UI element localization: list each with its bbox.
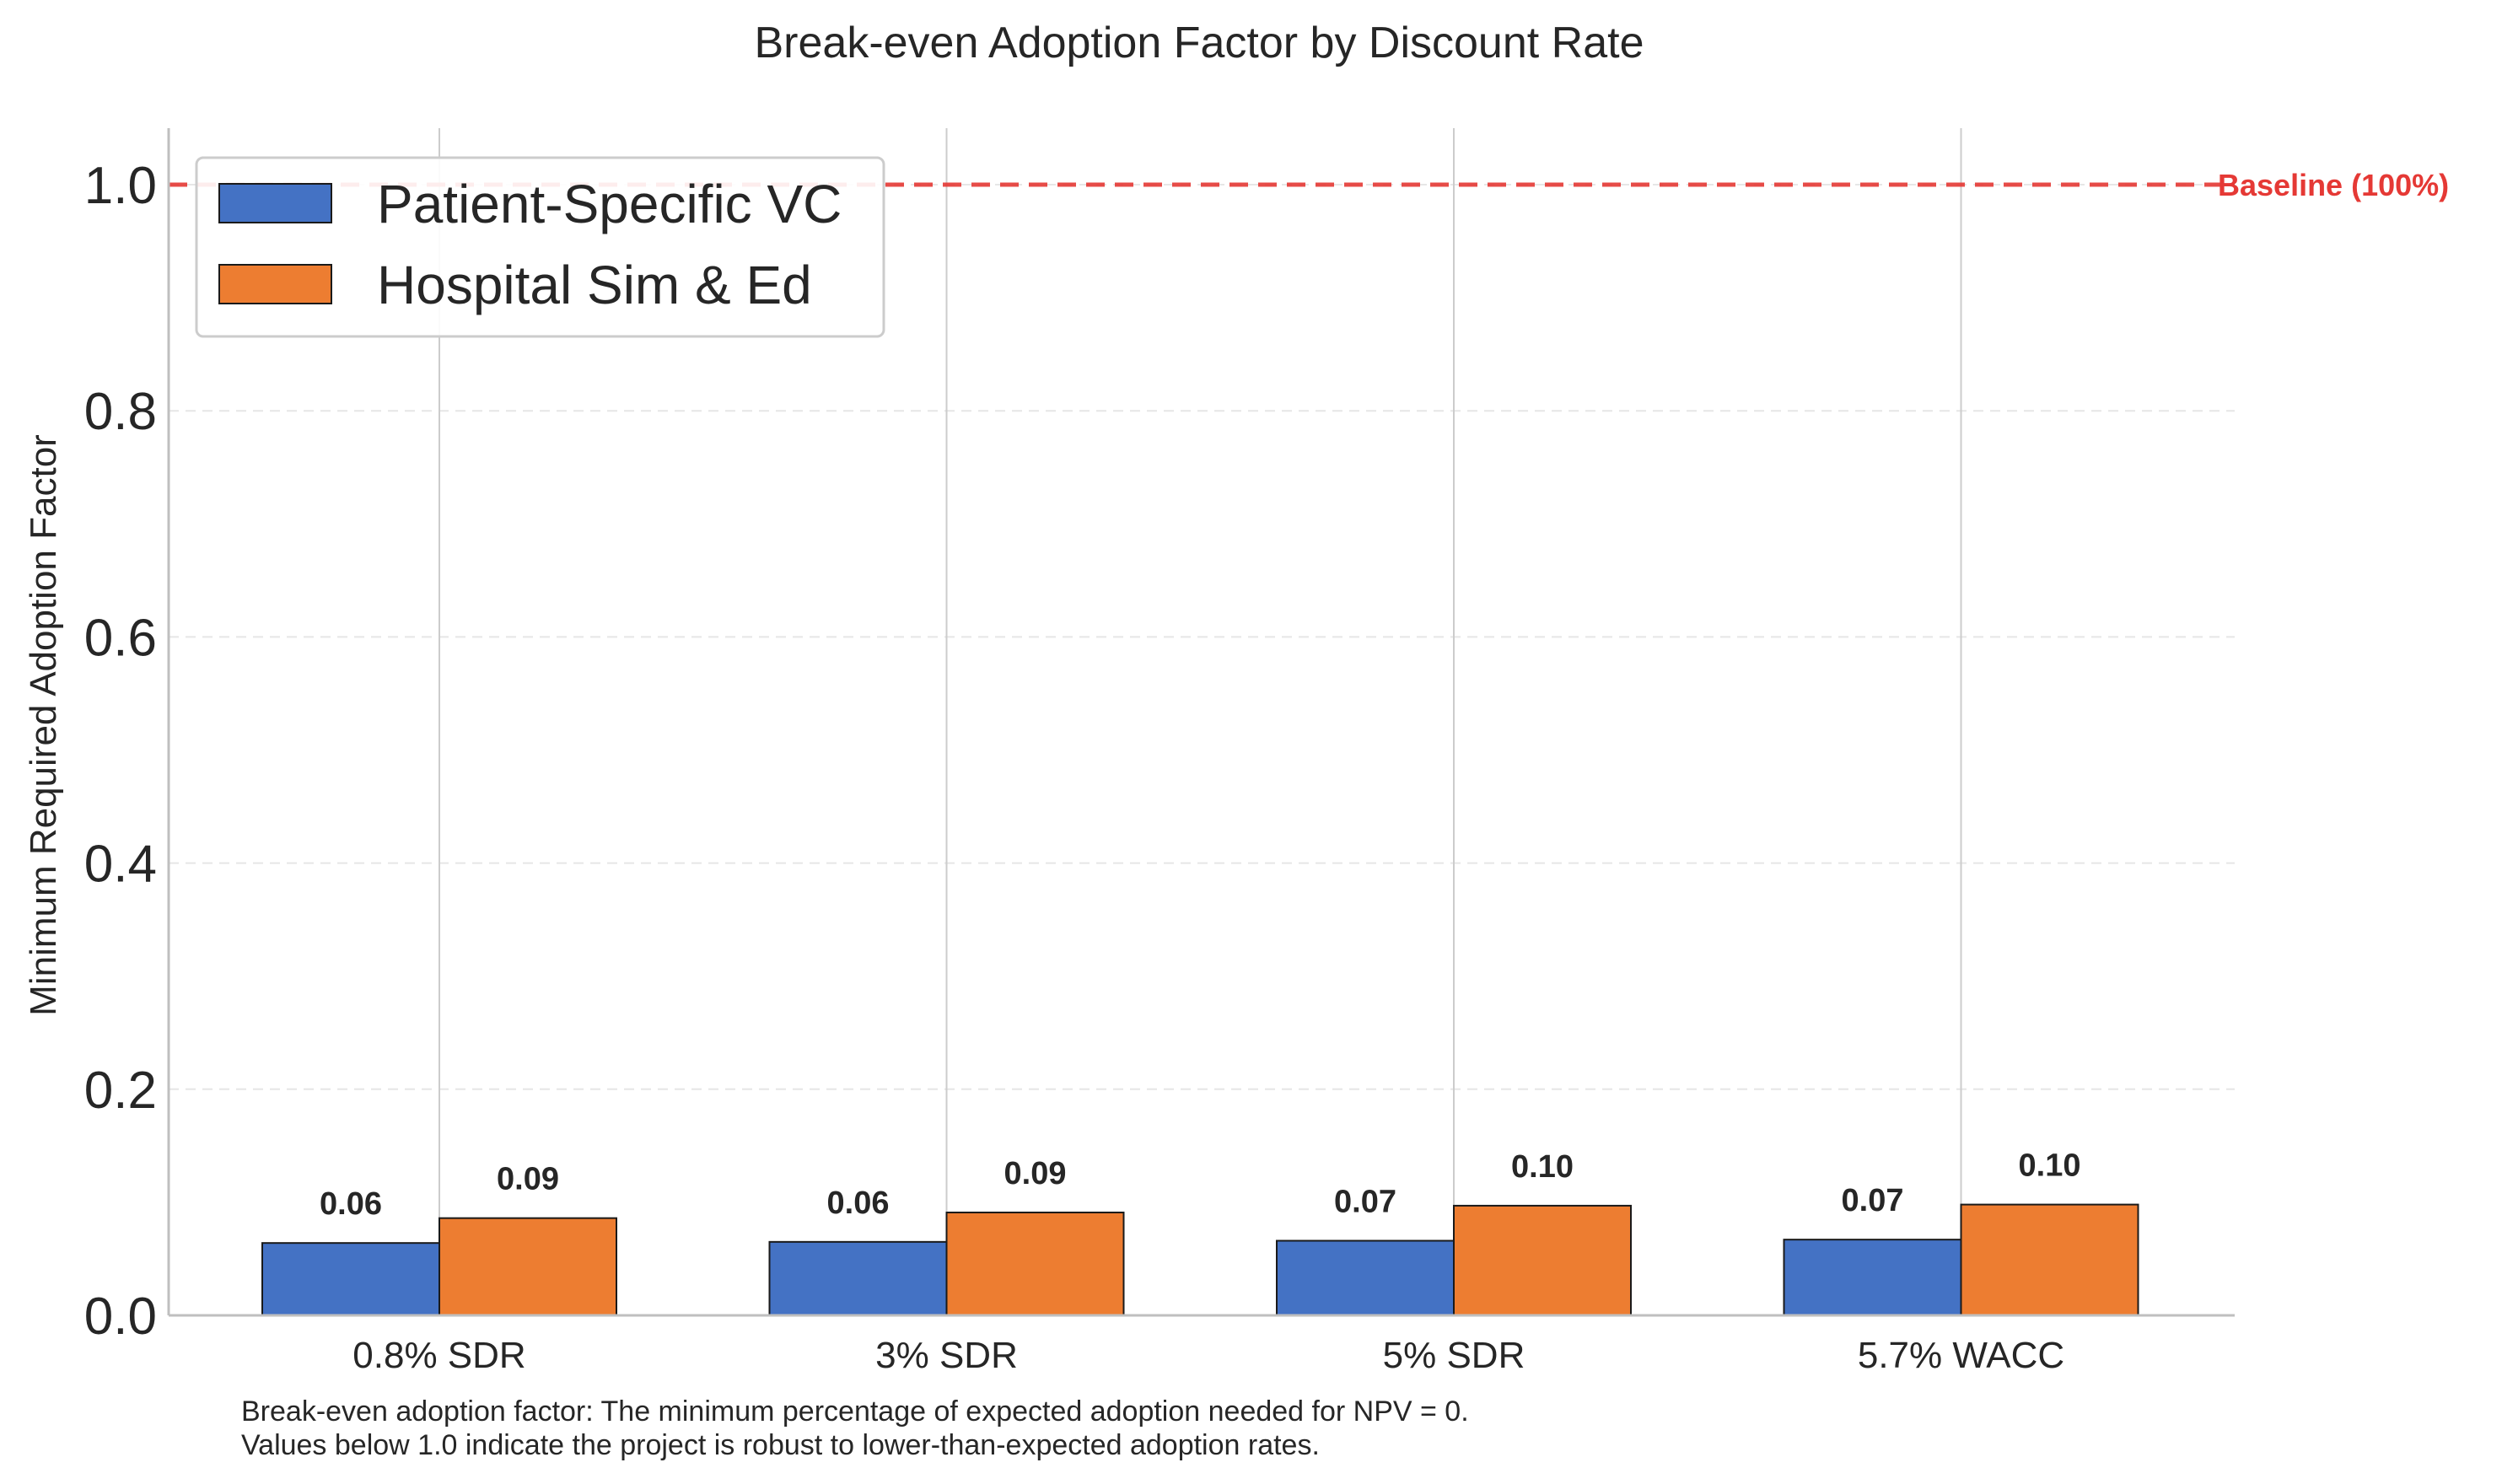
legend-box (195, 156, 885, 338)
chart-footnote: Break-even adoption factor: The minimum … (241, 1395, 1469, 1462)
bar-hospital-sim-ed (1453, 1204, 1632, 1316)
legend-label: Hospital Sim & Ed (377, 255, 812, 315)
bar-patient-specific-vc (1276, 1239, 1455, 1317)
y-axis-label: Minimum Required Adoption Factor (23, 434, 64, 1016)
y-tick-label: 0.0 (84, 1288, 157, 1346)
bar-value-label: 0.10 (2019, 1148, 2081, 1184)
bar-hospital-sim-ed (1960, 1203, 2139, 1316)
bars-group (261, 1203, 2139, 1317)
footnote-line-2: Values below 1.0 indicate the project is… (241, 1429, 1320, 1461)
bar-patient-specific-vc (768, 1240, 948, 1317)
axes (167, 128, 2235, 1317)
x-tick-label: 3% SDR (875, 1335, 1018, 1376)
bar-value-label: 0.09 (1004, 1156, 1067, 1191)
baseline-label: Baseline (100%) (2218, 168, 2449, 202)
footnote-line-1: Break-even adoption factor: The minimum … (241, 1395, 1469, 1428)
bar-value-label: 0.10 (1511, 1149, 1574, 1185)
bar-patient-specific-vc (1783, 1239, 1962, 1317)
y-tick-label: 0.8 (84, 383, 157, 441)
legend-swatch (218, 183, 332, 223)
y-tick-label: 0.4 (84, 836, 157, 894)
bar-patient-specific-vc (261, 1242, 440, 1317)
x-tick-label: 0.8% SDR (352, 1335, 525, 1376)
bar-value-label: 0.07 (1842, 1183, 1904, 1218)
bar-value-label: 0.06 (827, 1186, 890, 1221)
y-ticks: 0.0 0.2 0.4 0.6 0.8 1.0 (84, 157, 157, 1346)
x-tick-label: 5% SDR (1383, 1335, 1525, 1376)
bar-hospital-sim-ed (945, 1211, 1125, 1317)
bar-value-label: 0.09 (497, 1162, 559, 1197)
bar-value-label: 0.07 (1334, 1184, 1396, 1219)
bar-hospital-sim-ed (439, 1217, 617, 1317)
y-tick-label: 1.0 (84, 157, 157, 215)
y-tick-label: 0.2 (84, 1062, 157, 1120)
legend: Patient-Specific VC Hospital Sim & Ed (195, 156, 885, 338)
legend-label: Patient-Specific VC (377, 174, 842, 234)
data-labels: 0.06 0.06 0.07 0.07 0.09 0.09 0.10 0.10 (320, 1148, 2080, 1223)
bar-value-label: 0.06 (320, 1186, 382, 1222)
chart-title: Break-even Adoption Factor by Discount R… (754, 19, 1644, 67)
x-ticks: 0.8% SDR 3% SDR 5% SDR 5.7% WACC (352, 1335, 2064, 1376)
legend-swatch (218, 264, 332, 304)
y-tick-label: 0.6 (84, 609, 157, 667)
x-tick-label: 5.7% WACC (1858, 1335, 2064, 1376)
